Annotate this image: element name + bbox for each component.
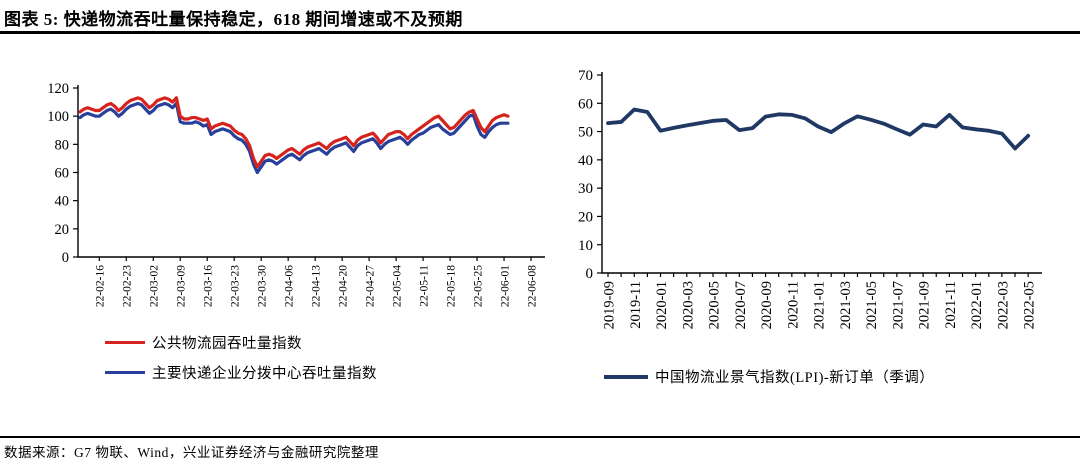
svg-text:2022-03: 2022-03 xyxy=(995,281,1011,329)
svg-text:2022-01: 2022-01 xyxy=(969,281,985,329)
svg-text:22-05-25: 22-05-25 xyxy=(472,265,484,307)
svg-text:22-06-01: 22-06-01 xyxy=(499,265,511,307)
svg-text:22-03-09: 22-03-09 xyxy=(176,265,188,307)
y-axis-labels: 0 10 20 30 40 50 60 70 xyxy=(578,68,602,282)
svg-text:22-05-11: 22-05-11 xyxy=(418,265,430,307)
svg-text:22-04-27: 22-04-27 xyxy=(364,265,376,307)
svg-text:2021-03: 2021-03 xyxy=(838,281,854,329)
svg-text:0: 0 xyxy=(62,250,69,266)
svg-text:2021-07: 2021-07 xyxy=(890,281,906,329)
svg-text:2019-09: 2019-09 xyxy=(602,281,618,329)
svg-text:2019-11: 2019-11 xyxy=(628,281,644,329)
footer-divider xyxy=(0,436,1080,438)
svg-text:22-03-23: 22-03-23 xyxy=(230,265,242,307)
x-axis-labels: 2019-09 2019-11 2020-01 2020-03 2020-05 2020-… xyxy=(602,273,1038,329)
svg-text:40: 40 xyxy=(578,153,593,169)
svg-text:60: 60 xyxy=(55,165,70,181)
series-line-0 xyxy=(606,107,1031,151)
svg-text:22-05-04: 22-05-04 xyxy=(391,265,403,307)
svg-text:100: 100 xyxy=(47,109,69,125)
legend-item: 中国物流业景气指数(LPI)-新订单（季调） xyxy=(604,366,934,387)
right-chart-legend: 中国物流业景气指数(LPI)-新订单（季调） xyxy=(604,366,934,387)
svg-text:22-02-16: 22-02-16 xyxy=(95,265,107,307)
svg-text:80: 80 xyxy=(55,137,70,153)
svg-text:2021-01: 2021-01 xyxy=(812,281,828,329)
svg-text:22-05-18: 22-05-18 xyxy=(445,265,457,307)
legend-item: 主要快递企业分拨中心吞吐量指数 xyxy=(105,362,377,383)
legend-label: 公共物流园吞吐量指数 xyxy=(152,336,302,352)
legend-label: 主要快递企业分拨中心吞吐量指数 xyxy=(152,366,377,382)
svg-text:2020-07: 2020-07 xyxy=(733,281,749,329)
svg-text:2021-11: 2021-11 xyxy=(943,281,959,329)
svg-text:22-06-08: 22-06-08 xyxy=(526,265,538,307)
svg-text:60: 60 xyxy=(578,96,593,112)
svg-text:50: 50 xyxy=(578,125,593,141)
svg-text:22-03-16: 22-03-16 xyxy=(203,265,215,307)
x-axis-labels: 22-02-16 22-02-23 22-03-02 22-03-09 22-03-16… xyxy=(95,257,538,307)
svg-text:2020-05: 2020-05 xyxy=(707,281,723,329)
svg-text:120: 120 xyxy=(47,81,69,97)
left-chart-legend: 公共物流园吞吐量指数 主要快递企业分拨中心吞吐量指数 xyxy=(105,332,377,383)
svg-text:2020-11: 2020-11 xyxy=(785,281,801,329)
svg-text:20: 20 xyxy=(578,210,593,226)
svg-text:22-04-20: 22-04-20 xyxy=(338,265,350,307)
blue-line-swatch xyxy=(105,370,145,375)
title-divider xyxy=(0,31,1080,34)
svg-text:2021-05: 2021-05 xyxy=(864,281,880,329)
svg-text:2020-09: 2020-09 xyxy=(759,281,775,329)
svg-text:22-04-13: 22-04-13 xyxy=(311,265,323,307)
svg-text:22-02-23: 22-02-23 xyxy=(122,265,134,307)
figure-title: 图表 5: 快递物流吞吐量保持稳定，618 期间增速或不及预期 xyxy=(4,10,463,29)
svg-text:20: 20 xyxy=(55,222,70,238)
svg-text:30: 30 xyxy=(578,181,593,197)
svg-text:22-04-06: 22-04-06 xyxy=(284,265,296,307)
svg-text:10: 10 xyxy=(578,238,593,254)
svg-text:0: 0 xyxy=(586,266,594,282)
legend-label: 中国物流业景气指数(LPI)-新订单（季调） xyxy=(655,370,935,386)
y-axis-labels: 0 20 40 60 80 100 120 xyxy=(47,81,78,266)
red-line-swatch xyxy=(105,340,145,345)
axis-lines xyxy=(601,72,1042,274)
series-line-0 xyxy=(78,96,510,169)
svg-text:2020-01: 2020-01 xyxy=(654,281,670,329)
legend-item: 公共物流园吞吐量指数 xyxy=(105,332,377,353)
right-chart: 0 10 20 30 40 50 60 70 2019-09 2019-11 2020-01 2020… xyxy=(578,68,1042,329)
svg-text:22-03-30: 22-03-30 xyxy=(257,265,269,307)
svg-text:70: 70 xyxy=(578,68,593,84)
svg-text:40: 40 xyxy=(55,194,70,210)
svg-text:22-03-02: 22-03-02 xyxy=(149,265,161,307)
navy-line-swatch xyxy=(604,374,648,379)
data-source-note: 数据来源：G7 物联、Wind，兴业证券经济与金融研究院整理 xyxy=(4,445,379,460)
svg-text:2020-03: 2020-03 xyxy=(680,281,696,329)
svg-text:2021-09: 2021-09 xyxy=(917,281,933,329)
axis-lines xyxy=(77,85,545,258)
series-line-1 xyxy=(78,101,510,175)
svg-text:2022-05: 2022-05 xyxy=(1022,281,1038,329)
